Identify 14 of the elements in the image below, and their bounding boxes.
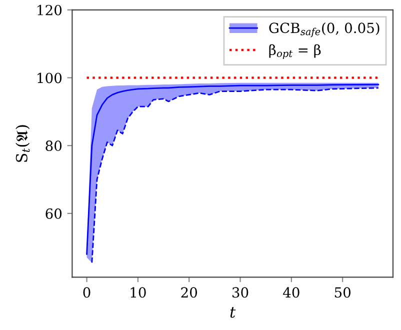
y-tick-label: 120 xyxy=(38,4,62,16)
x-axis-title: t xyxy=(230,307,236,318)
y-tick-label: 80 xyxy=(46,140,62,152)
y-axis-title: S$_{t}$(𝔄) xyxy=(16,125,30,162)
x-tick-label: 30 xyxy=(232,287,248,298)
x-tick-label: 0 xyxy=(83,287,90,298)
x-tick-label: 40 xyxy=(283,287,300,298)
x-tick-label: 20 xyxy=(181,287,198,298)
legend-label: β$_{opt}$ = β xyxy=(269,44,321,60)
y-tick-label: 100 xyxy=(38,72,62,84)
x-tick-label: 50 xyxy=(334,287,350,298)
x-tick-label: 10 xyxy=(130,287,146,298)
legend-label: GCB$_{safe}$(0, 0.05) xyxy=(269,22,380,38)
y-tick-label: 60 xyxy=(46,208,62,219)
